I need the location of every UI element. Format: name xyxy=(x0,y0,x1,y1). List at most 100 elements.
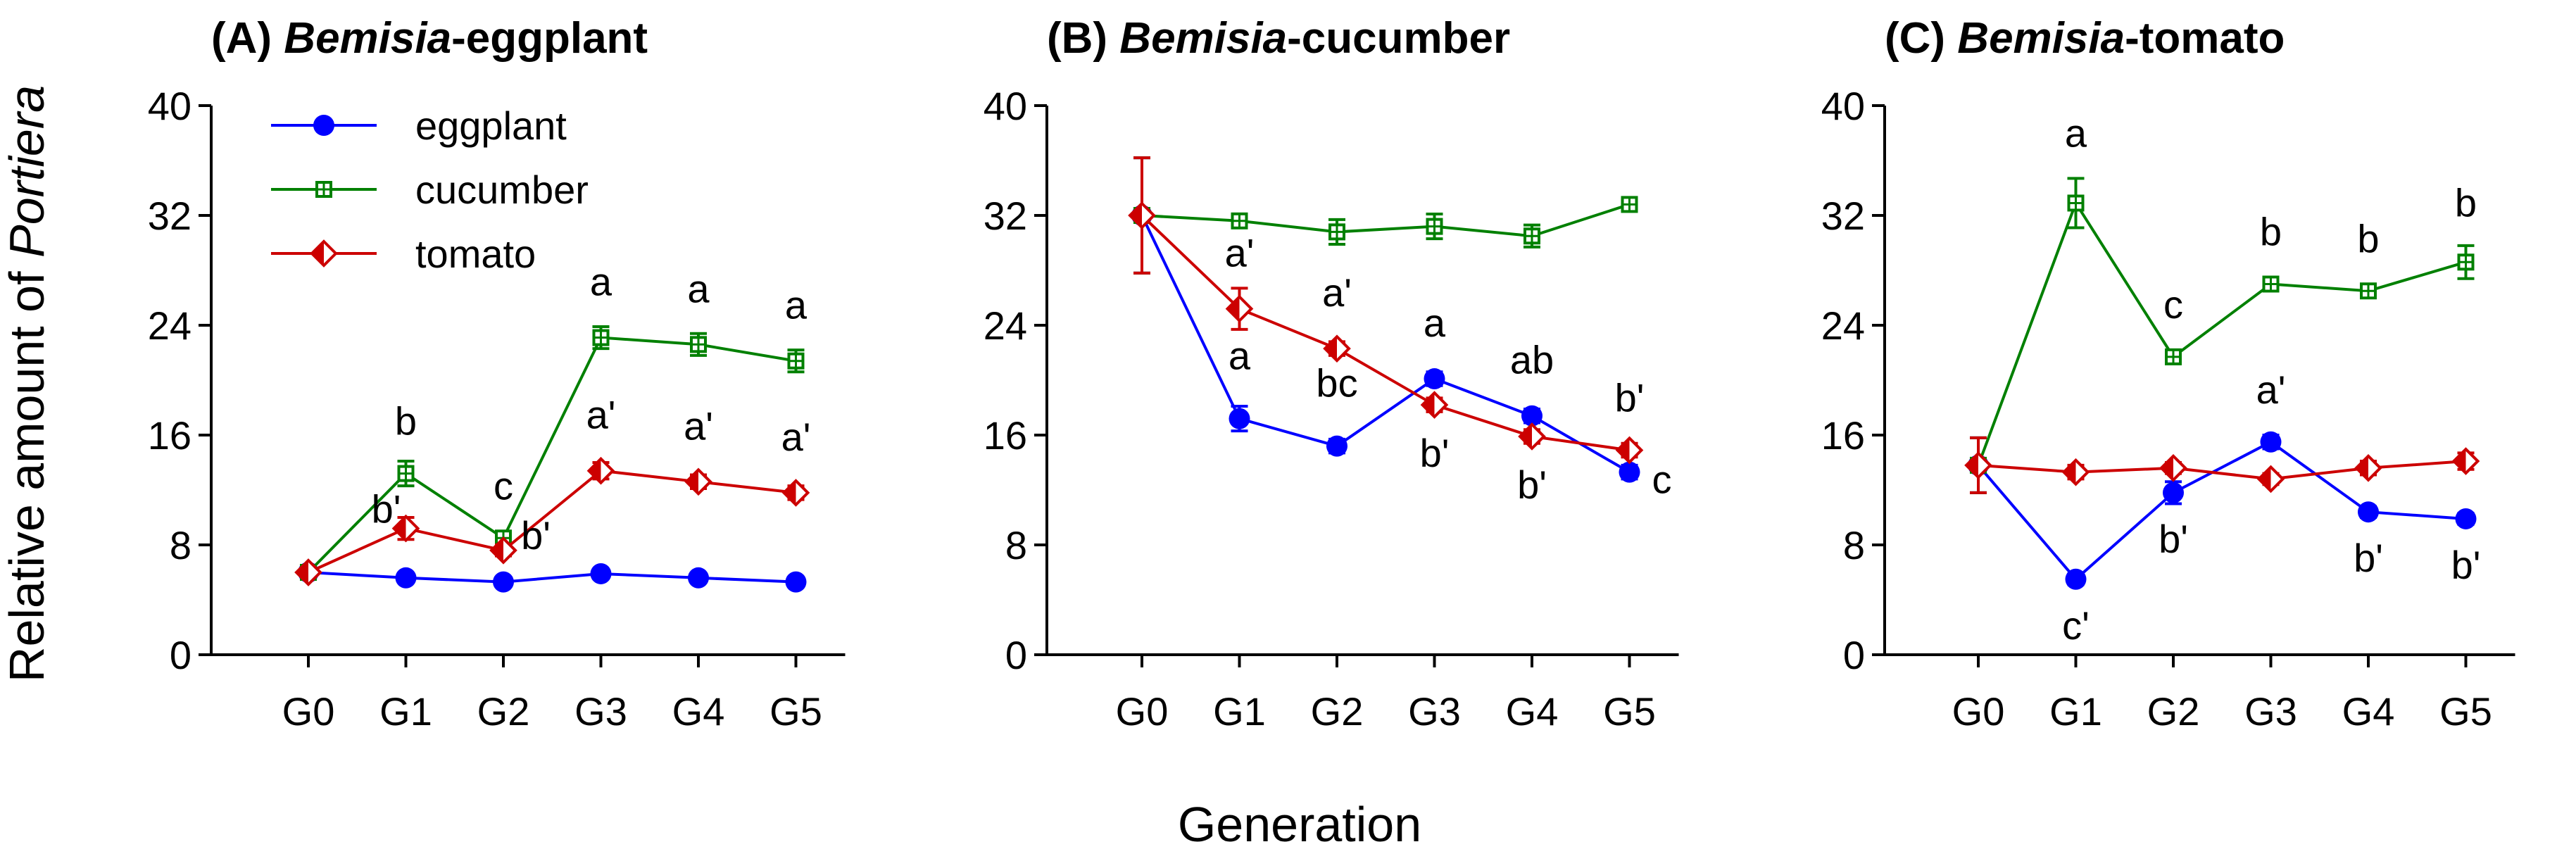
data-point-tomato xyxy=(2354,453,2382,482)
data-point-eggplant xyxy=(1521,405,1543,427)
data-point-tomato-fill xyxy=(2454,449,2466,474)
data-point-eggplant xyxy=(2455,508,2477,529)
data-point-tomato-fill xyxy=(589,458,601,483)
panel-title-host: -eggplant xyxy=(451,14,648,63)
series-line-cucumber xyxy=(307,336,796,574)
data-point-tomato xyxy=(586,456,615,485)
significance-label: b' xyxy=(372,487,401,532)
x-tick-label: G0 xyxy=(1116,689,1169,734)
data-point-tomato-fill xyxy=(394,516,406,541)
data-point-cucumber xyxy=(1328,223,1345,241)
data-point-tomato-fill xyxy=(1227,296,1240,321)
significance-label: b xyxy=(2455,180,2477,225)
data-point-cucumber xyxy=(1621,196,1638,213)
series-cucumber xyxy=(1133,156,1638,275)
y-tick-label: 0 xyxy=(170,633,191,677)
legend: eggplant cucumber tomato xyxy=(271,103,589,276)
panel-title-genus: Bemisia xyxy=(1957,14,2125,63)
y-tick-label: 8 xyxy=(1843,523,1865,567)
data-point-eggplant xyxy=(2065,568,2087,590)
x-axis-title: Generation xyxy=(1178,797,1421,852)
data-point-cucumber xyxy=(690,336,707,353)
y-tick-label: 16 xyxy=(984,413,1027,458)
data-point-tomato-fill xyxy=(1325,337,1337,361)
significance-label: a xyxy=(1424,301,1446,345)
panel-title-genus: Bemisia xyxy=(1119,14,1287,63)
x-tick-label: G1 xyxy=(2049,689,2102,734)
data-point-tomato-fill xyxy=(1130,203,1142,227)
data-point-tomato xyxy=(1964,451,1992,479)
data-point-eggplant xyxy=(590,563,612,584)
data-point-tomato-fill xyxy=(784,480,796,505)
x-tick-label: G5 xyxy=(769,689,822,734)
data-point-eggplant xyxy=(2358,501,2379,523)
panel-title-host: -cucumber xyxy=(1287,14,1510,63)
x-tick-label: G4 xyxy=(1506,689,1559,734)
x-tick-label: G1 xyxy=(1213,689,1266,734)
legend-marker xyxy=(313,115,334,136)
panel-title-label: (B) xyxy=(1047,14,1119,63)
x-tick-label: G3 xyxy=(1408,689,1461,734)
y-tick-label: 32 xyxy=(148,194,191,238)
x-tick-label: G4 xyxy=(2342,689,2395,734)
significance-label: a xyxy=(687,266,710,310)
legend-item-eggplant: eggplant xyxy=(271,103,567,148)
data-point-tomato-fill xyxy=(1966,453,1978,477)
significance-label: b xyxy=(395,399,417,444)
data-point-tomato xyxy=(1225,294,1254,323)
data-point-tomato-fill xyxy=(2063,460,2076,484)
legend-label: eggplant xyxy=(415,103,567,148)
data-point-eggplant xyxy=(2163,482,2184,503)
data-point-eggplant xyxy=(1424,368,1445,390)
significance-label: a' xyxy=(1225,231,1255,275)
series-tomato: b' b' a' a' a' xyxy=(294,393,810,586)
significance-label: b' xyxy=(2354,536,2383,580)
y-tick-label: 8 xyxy=(1005,523,1027,567)
data-point-tomato xyxy=(684,467,712,496)
data-point-eggplant xyxy=(395,567,417,589)
chart-panel-2: (B) Bemisia-cucumber 0 8 16 24 32 40 G0 G1 G2 G3 G4… xyxy=(984,14,1679,734)
legend-marker xyxy=(310,239,338,268)
series-tomato xyxy=(1964,436,2480,494)
series-line-tomato xyxy=(1978,460,2466,481)
x-tick-label: G4 xyxy=(672,689,725,734)
series-line-eggplant xyxy=(1141,215,1631,474)
y-tick-label: 40 xyxy=(984,84,1027,128)
data-point-tomato xyxy=(489,536,517,565)
legend-item-cucumber: cucumber xyxy=(271,168,589,212)
x-tick-label: G2 xyxy=(1311,689,1364,734)
significance-label: a' xyxy=(1322,270,1352,315)
x-tick-label: G5 xyxy=(2439,689,2492,734)
significance-label: b' xyxy=(1615,375,1645,420)
series-line-tomato xyxy=(308,469,796,574)
significance-label: b xyxy=(2357,216,2379,260)
data-point-tomato-fill xyxy=(2161,455,2173,480)
series-line-eggplant xyxy=(1977,440,2466,582)
data-point-tomato xyxy=(2256,465,2285,494)
x-tick-label: G1 xyxy=(379,689,432,734)
y-tick-label: 32 xyxy=(1821,194,1865,238)
y-tick-label: 16 xyxy=(1821,413,1865,458)
data-point-tomato xyxy=(1420,391,1449,419)
data-point-tomato-fill xyxy=(1422,393,1435,417)
data-point-cucumber xyxy=(1231,212,1248,230)
significance-label: c xyxy=(494,463,513,508)
significance-label: a' xyxy=(586,393,616,437)
data-point-cucumber xyxy=(2360,282,2377,300)
y-tick-label: 24 xyxy=(984,303,1027,348)
panel-title-genus: Bemisia xyxy=(284,14,451,63)
data-point-cucumber xyxy=(2262,275,2280,293)
significance-label: c xyxy=(1652,458,1672,502)
data-point-eggplant xyxy=(688,567,709,589)
series-line-cucumber xyxy=(1977,199,2467,466)
series-cucumber: a c b b b xyxy=(1970,111,2477,494)
significance-label: b xyxy=(2260,210,2282,254)
significance-label: a xyxy=(1229,334,1251,378)
legend-item-tomato: tomato xyxy=(271,232,536,276)
significance-label: b' xyxy=(1420,431,1450,475)
data-point-cucumber xyxy=(2067,194,2085,212)
y-tick-label: 0 xyxy=(1005,633,1027,677)
significance-label: b' xyxy=(1517,463,1547,507)
